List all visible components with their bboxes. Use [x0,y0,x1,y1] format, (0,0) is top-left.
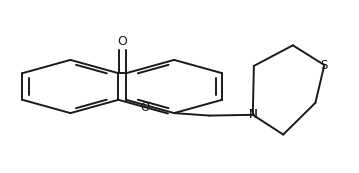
Text: O: O [117,35,127,48]
Text: S: S [321,58,328,72]
Text: O: O [141,101,150,114]
Text: N: N [248,108,257,121]
Text: N: N [248,108,257,121]
